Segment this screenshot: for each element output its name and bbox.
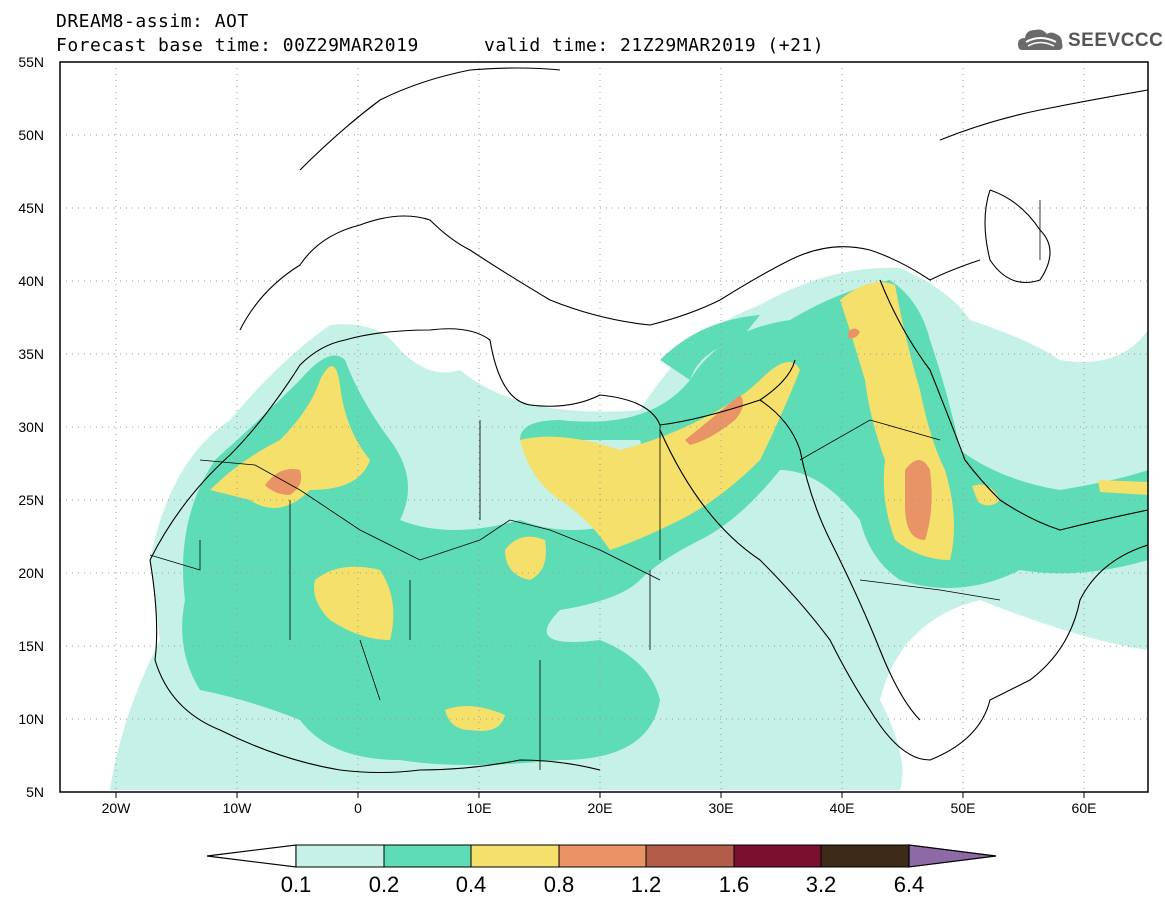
colorbar-label: 0.1: [280, 872, 312, 897]
colorbar-label: 0.2: [368, 872, 400, 897]
colorbar-label: 1.6: [718, 872, 750, 897]
lat-label: 40N: [18, 273, 44, 289]
lat-label: 5N: [26, 784, 44, 800]
colorbar-high-arrow: [908, 844, 997, 868]
lat-label: 30N: [18, 419, 44, 435]
colorbar-label: 0.4: [455, 872, 487, 897]
lon-label: 10E: [466, 800, 492, 816]
lat-label: 15N: [18, 638, 44, 654]
lon-label: 0: [354, 800, 362, 816]
map-title: DREAM8-assim: AOT: [56, 11, 249, 32]
colorbar-bin-5: [645, 844, 735, 868]
colorbar-low-arrow: [206, 844, 297, 868]
lat-label: 20N: [18, 565, 44, 581]
colorbar-label: 6.4: [893, 872, 925, 897]
lon-label: 40E: [829, 800, 855, 816]
lon-label: 50E: [950, 800, 976, 816]
lat-label: 35N: [18, 346, 44, 362]
lat-label: 50N: [18, 127, 44, 143]
logo-text: SEEVCCC: [1068, 30, 1164, 51]
lon-label: 60E: [1071, 800, 1097, 816]
grid-lines: [60, 62, 1148, 792]
seevccc-logo: SEEVCCC: [1016, 24, 1163, 56]
lat-label: 45N: [18, 200, 44, 216]
lon-label: 30E: [708, 800, 734, 816]
colorbar-label: 0.8: [543, 872, 575, 897]
colorbar-label: 1.2: [630, 872, 662, 897]
lat-label: 55N: [18, 54, 44, 70]
country-borders: [149, 200, 1041, 770]
lat-label: 10N: [18, 711, 44, 727]
lat-label: 25N: [18, 492, 44, 508]
colorbar-label: 3.2: [805, 872, 837, 897]
aot-fields: [110, 267, 1148, 790]
colorbar-bin-7: [820, 844, 910, 868]
map-frame: [59, 61, 1149, 793]
base-time: Forecast base time: 00Z29MAR2019: [56, 35, 419, 56]
colorbar-bin-4: [558, 844, 647, 868]
colorbar-bin-3: [470, 844, 560, 868]
lon-label: 20E: [587, 800, 613, 816]
colorbar-bin-6: [733, 844, 822, 868]
colorbar-bin-2: [383, 844, 472, 868]
colorbar: [206, 844, 997, 868]
lon-label: 10W: [222, 800, 252, 816]
colorbar-bin-1: [295, 844, 385, 868]
valid-time: valid time: 21Z29MAR2019 (+21): [484, 35, 825, 56]
cloud-logo-icon: [1018, 29, 1063, 50]
lon-label: 20W: [101, 800, 131, 816]
coastlines: [149, 67, 1148, 774]
axis-ticks: [115, 792, 1085, 798]
